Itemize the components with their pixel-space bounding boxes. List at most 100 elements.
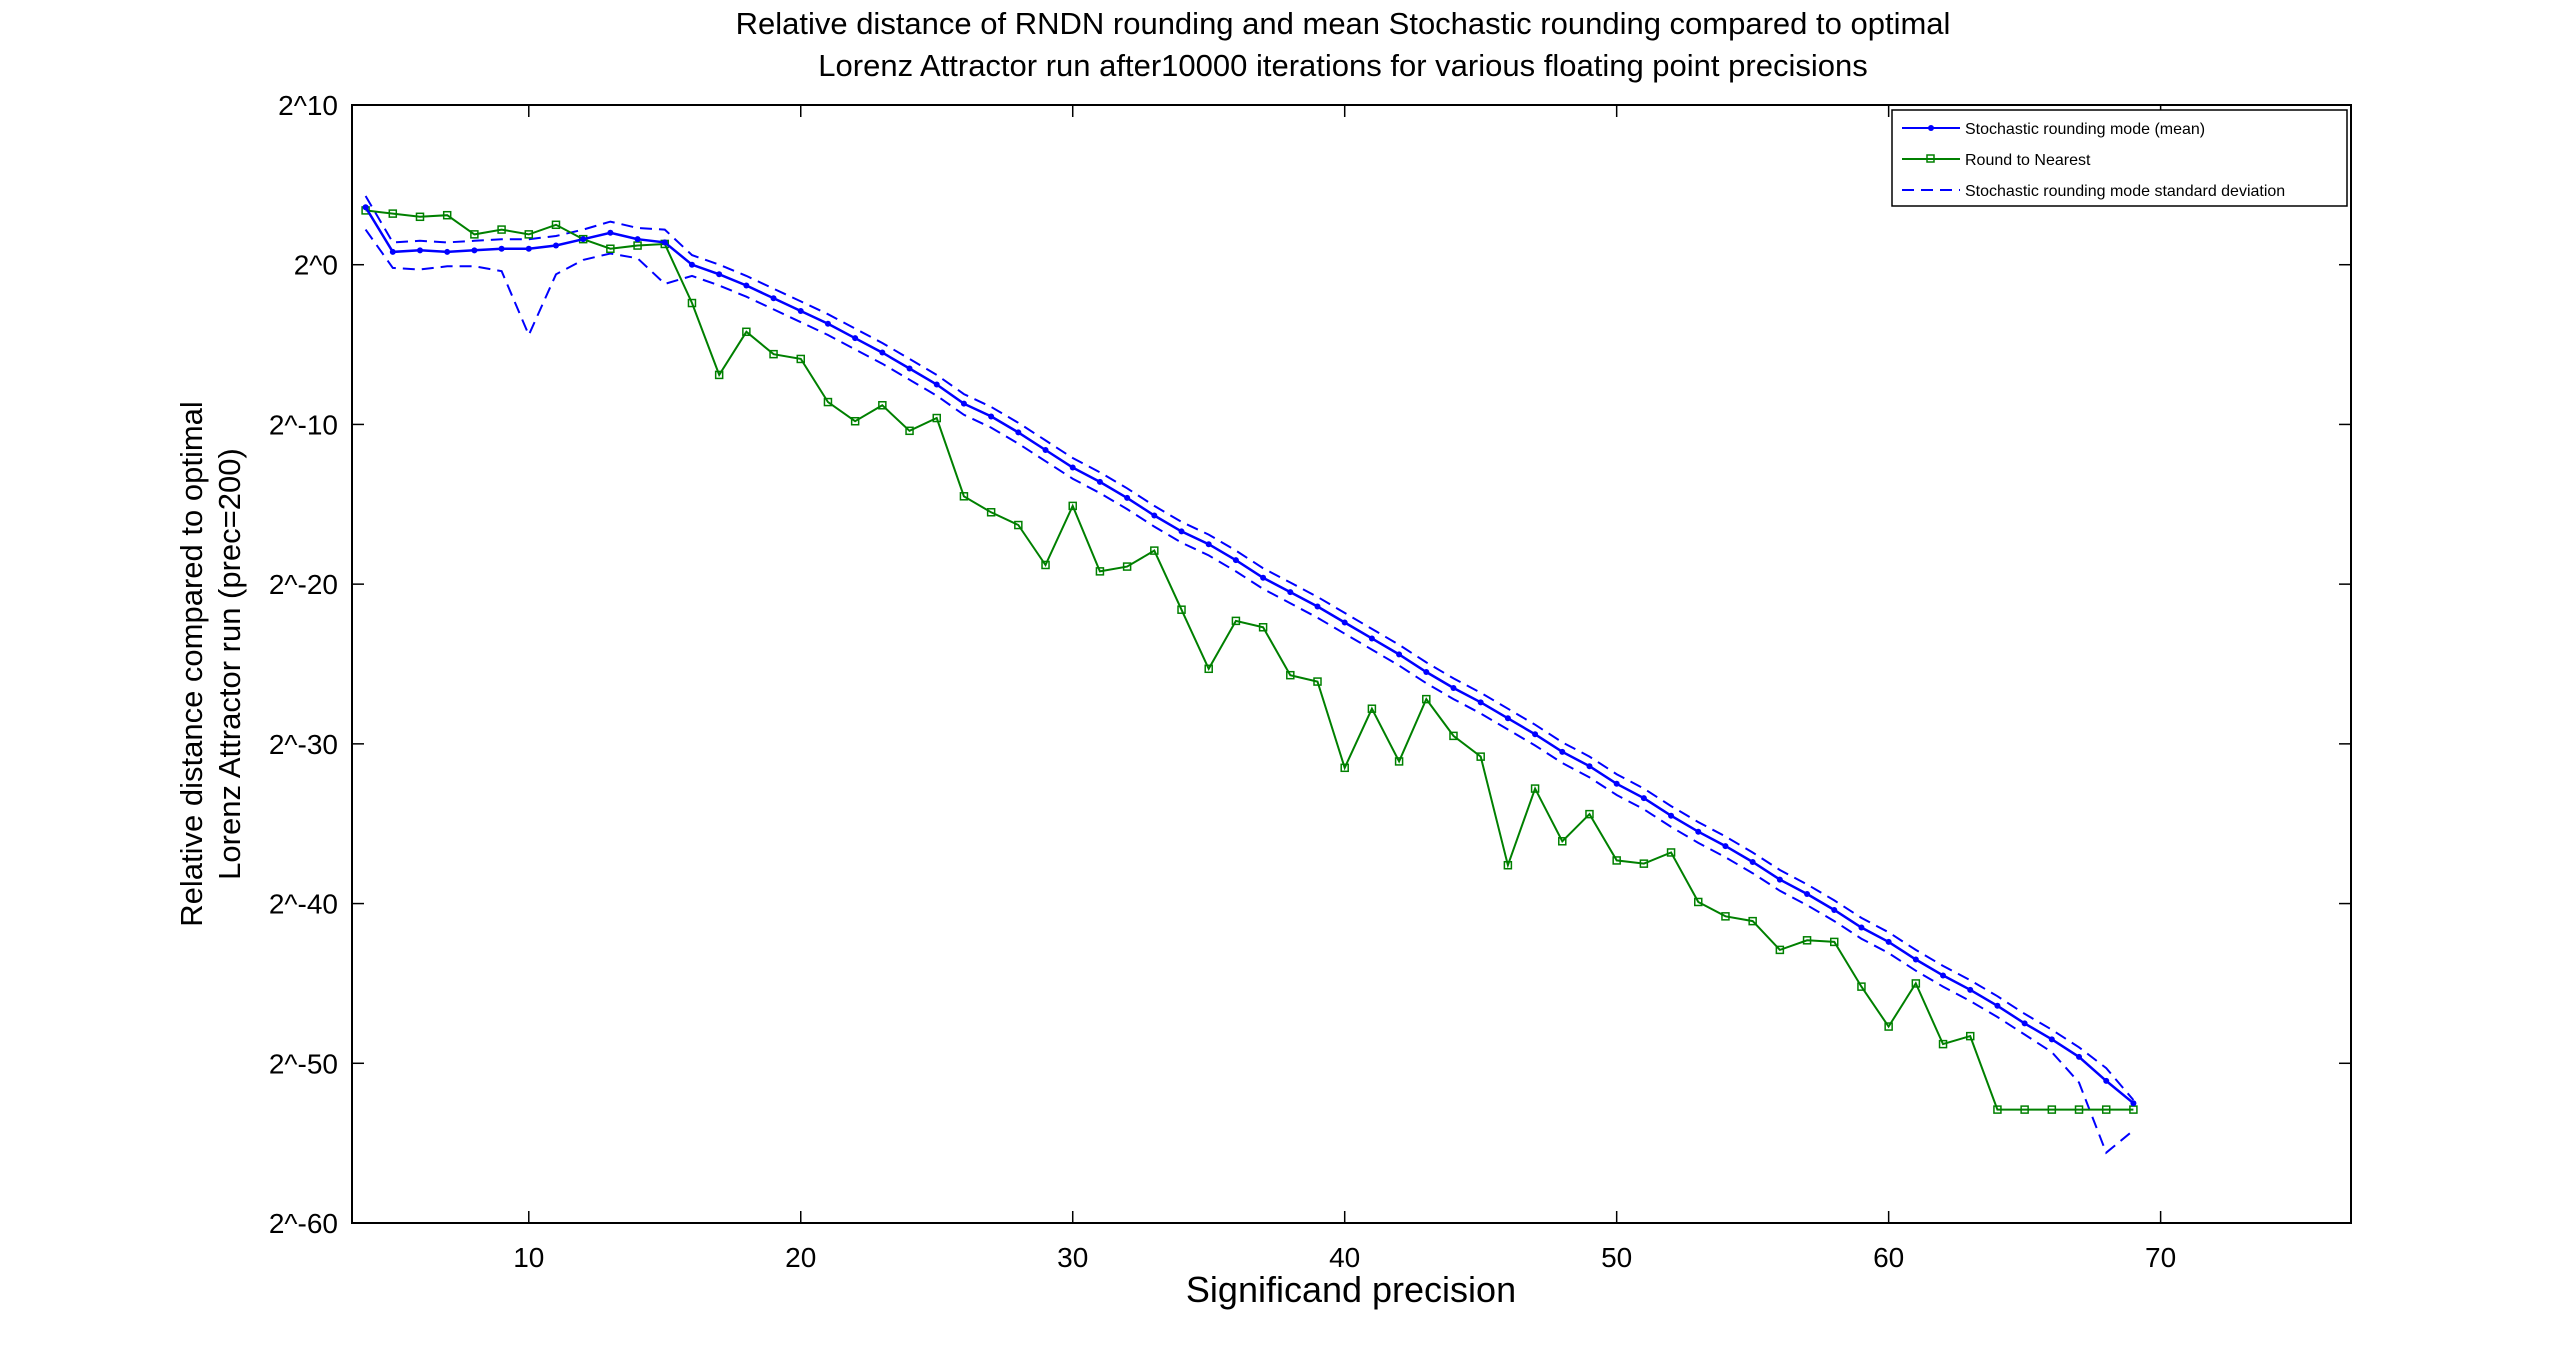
y-axis: 2^10 2^0 2^-10 2^-20 2^-30 2^-40 2^-50 2^-60 (269, 90, 2351, 1239)
stochastic-mean-point (498, 245, 505, 252)
legend-label-std-dev: Stochastic rounding mode standard deviat… (1965, 183, 2285, 200)
stochastic-mean-point (1151, 512, 1158, 519)
stochastic-mean-point (416, 247, 423, 254)
round-to-nearest-point (1612, 856, 1621, 865)
round-to-nearest-point (1830, 937, 1839, 947)
stochastic-mean-point (933, 381, 940, 388)
round-to-nearest-point (1530, 784, 1540, 793)
stochastic-mean-point (1232, 557, 1239, 564)
stochastic-mean-point (580, 236, 587, 243)
round-to-nearest-point (1367, 704, 1377, 713)
round-to-nearest-point (1558, 837, 1567, 846)
stochastic-mean-point (688, 261, 695, 268)
legend-label-stochastic-mean: Stochastic rounding mode (mean) (1965, 121, 2205, 138)
x-tick-label: 20 (785, 1242, 816, 1273)
legend-marker-round-to-nearest (1926, 154, 1935, 163)
stochastic-mean-point (770, 295, 777, 302)
round-to-nearest-point (1231, 616, 1241, 626)
round-to-nearest-point (470, 230, 479, 239)
stochastic-mean-point (1450, 684, 1457, 691)
stochastic-mean-point (1341, 619, 1348, 626)
x-tick-label: 30 (1057, 1242, 1088, 1273)
round-to-nearest-point (1068, 501, 1077, 511)
stochastic-mean-point (1096, 478, 1103, 485)
stochastic-mean-point (552, 242, 559, 249)
stochastic-mean-point (1178, 528, 1185, 535)
round-to-nearest-point (1150, 546, 1159, 555)
stochastic-mean-point (389, 248, 396, 255)
y-axis-label-line-2: Lorenz Attractor run (prec=200) (212, 448, 247, 880)
stochastic-mean-point (1423, 668, 1430, 675)
series-std-dev-upper-line (364, 195, 2135, 1101)
round-to-nearest-point (1721, 912, 1730, 921)
round-to-nearest-point (823, 397, 833, 407)
chart-title: Relative distance of RNDN rounding and m… (736, 6, 1951, 41)
round-to-nearest-point (905, 426, 914, 436)
stochastic-mean-point (1015, 429, 1022, 436)
stochastic-mean-point (2130, 1100, 2137, 1107)
round-to-nearest-point (2020, 1105, 2029, 1114)
round-to-nearest-point (796, 354, 806, 364)
stochastic-mean-point (1477, 699, 1484, 706)
stochastic-mean-point (1287, 589, 1294, 596)
y-tick-label: 2^10 (278, 90, 338, 121)
round-to-nearest-point (1286, 670, 1295, 680)
round-to-nearest-point (687, 298, 697, 308)
stochastic-mean-point (716, 271, 723, 278)
y-tick-label: 2^0 (294, 250, 338, 281)
round-to-nearest-point (442, 210, 452, 220)
stochastic-mean-point (1260, 574, 1267, 581)
round-to-nearest-point (415, 212, 425, 222)
round-to-nearest-point (551, 220, 561, 230)
stochastic-mean-point (1559, 748, 1566, 755)
stochastic-mean-point (743, 282, 750, 289)
round-to-nearest-point (1911, 979, 1921, 988)
stochastic-mean-point (525, 245, 532, 252)
stochastic-mean-point (1314, 603, 1321, 610)
series-round-to-nearest-line (365, 209, 2134, 1111)
legend-marker-stochastic-mean (1928, 125, 1934, 131)
stochastic-mean-point (1668, 812, 1675, 819)
round-to-nearest-point (769, 349, 778, 359)
plot-area (351, 104, 2352, 1224)
series-stochastic-mean-line (364, 206, 2135, 1105)
round-to-nearest-point (2101, 1105, 2111, 1114)
legend-label-round-to-nearest: Round to Nearest (1965, 152, 2091, 169)
round-to-nearest-point (1666, 848, 1676, 857)
round-to-nearest-point (878, 401, 887, 410)
round-to-nearest-point (1802, 936, 1812, 945)
stochastic-mean-point (1532, 731, 1539, 738)
round-to-nearest-point (1313, 677, 1322, 686)
stochastic-mean-point (988, 413, 995, 420)
legend-box (1891, 109, 2348, 207)
round-to-nearest-point (1204, 664, 1213, 674)
round-to-nearest-point (1122, 562, 1132, 571)
stochastic-mean-point (1368, 635, 1375, 642)
round-to-nearest-point (1394, 757, 1404, 766)
y-tick-label: 2^-10 (269, 409, 338, 440)
stochastic-mean-point (471, 247, 478, 254)
round-to-nearest-point (1993, 1105, 2002, 1114)
x-tick-label: 70 (2145, 1242, 2176, 1273)
y-tick-label: 2^-40 (269, 889, 338, 920)
stochastic-mean-point (1640, 795, 1647, 802)
x-tick-label: 50 (1601, 1242, 1632, 1273)
round-to-nearest-point (742, 327, 751, 337)
legend: Stochastic rounding mode (mean) Round to… (1891, 109, 2348, 207)
stochastic-mean-point (906, 365, 913, 372)
stochastic-mean-point (879, 349, 886, 356)
stochastic-mean-point (1940, 972, 1947, 979)
round-to-nearest-point (1775, 945, 1785, 955)
round-to-nearest-point (1639, 859, 1649, 868)
round-to-nearest-point (714, 370, 724, 380)
stochastic-mean-point (1776, 876, 1783, 883)
round-to-nearest-point (524, 230, 534, 239)
stochastic-mean-point (2103, 1077, 2110, 1084)
stochastic-mean-point (1124, 494, 1131, 501)
round-to-nearest-point (932, 413, 941, 423)
round-to-nearest-point (1422, 694, 1431, 704)
stochastic-mean-point (1396, 651, 1403, 658)
stochastic-mean-point (362, 204, 369, 211)
stochastic-mean-point (1804, 890, 1811, 897)
x-tick-label: 10 (513, 1242, 544, 1273)
